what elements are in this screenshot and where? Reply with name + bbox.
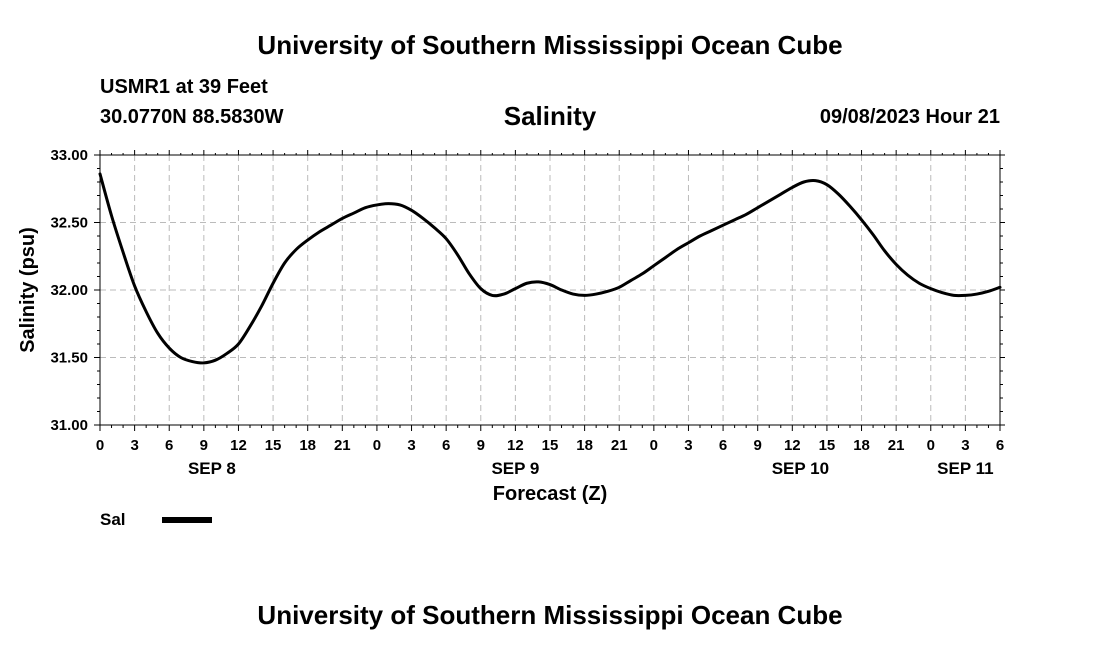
- x-tick-label: 21: [888, 437, 905, 454]
- x-tick-label: 21: [611, 437, 628, 454]
- x-tick-label: 12: [784, 437, 801, 454]
- grid-layer: [100, 155, 1000, 425]
- x-tick-label: 0: [373, 437, 381, 454]
- x-tick-label: 18: [299, 437, 316, 454]
- day-label: SEP 9: [491, 459, 539, 478]
- x-tick-label: 9: [200, 437, 208, 454]
- x-tick-label: 3: [407, 437, 415, 454]
- x-tick-label: 12: [230, 437, 247, 454]
- x-tick-label: 6: [442, 437, 450, 454]
- chart-title: Salinity: [503, 101, 597, 131]
- legend: Sal: [100, 510, 212, 529]
- y-tick-label: 31.00: [50, 417, 88, 434]
- y-tick-label: 31.50: [50, 350, 88, 367]
- x-tick-label: 3: [961, 437, 969, 454]
- forecast-timestamp: 09/08/2023 Hour 21: [819, 106, 1000, 128]
- y-axis-label: Salinity (psu): [17, 227, 39, 353]
- y-tick-label: 33.00: [50, 147, 88, 164]
- station-name: USMR1 at 39 Feet: [100, 76, 268, 98]
- x-axis-label: Forecast (Z): [493, 483, 607, 505]
- x-tick-label: 18: [853, 437, 870, 454]
- y-tick-label: 32.00: [50, 282, 88, 299]
- y-tick-label: 32.50: [50, 215, 88, 232]
- x-tick-label: 6: [996, 437, 1004, 454]
- x-tick-label: 9: [477, 437, 485, 454]
- series-layer: [98, 172, 1002, 365]
- x-tick-label: 0: [650, 437, 658, 454]
- x-tick-label: 18: [576, 437, 593, 454]
- series-line-sal: [98, 172, 1002, 365]
- x-tick-label: 6: [165, 437, 173, 454]
- plot-frame: [99, 154, 1001, 426]
- x-tick-label: 21: [334, 437, 351, 454]
- labels-layer: 0 3 6 9 12 15 18 21 0 3 6 9 12 15 18 21 0 3 6 9 12 15 18 21 0 3 6 3…: [50, 147, 1004, 478]
- x-tick-label: 15: [542, 437, 559, 454]
- x-tick-label: 6: [719, 437, 727, 454]
- day-label: SEP 8: [188, 459, 236, 478]
- station-coordinates: 30.0770N 88.5830W: [100, 106, 284, 128]
- x-tick-label: 3: [684, 437, 692, 454]
- day-label: SEP 11: [937, 459, 993, 478]
- x-tick-label: 12: [507, 437, 524, 454]
- legend-label: Sal: [100, 510, 126, 529]
- footer-title: University of Southern Mississippi Ocean…: [257, 600, 843, 630]
- x-tick-label: 15: [819, 437, 836, 454]
- day-label: SEP 10: [772, 459, 829, 478]
- x-tick-label: 0: [927, 437, 935, 454]
- x-tick-label: 15: [265, 437, 282, 454]
- x-tick-label: 9: [754, 437, 762, 454]
- x-tick-label: 0: [96, 437, 104, 454]
- page-title: University of Southern Mississippi Ocean…: [257, 30, 843, 60]
- x-tick-label: 3: [130, 437, 138, 454]
